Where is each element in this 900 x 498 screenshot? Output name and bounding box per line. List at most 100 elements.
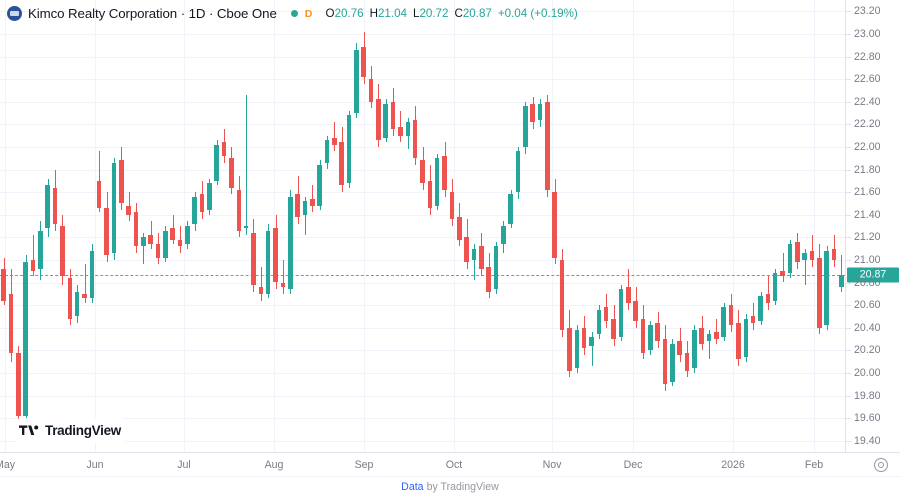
price-tick-label: 19.40 — [846, 434, 881, 447]
candle-body — [479, 246, 484, 269]
candle-body — [464, 237, 469, 263]
candle-body — [427, 180, 433, 208]
candle-body — [16, 352, 21, 416]
candle-body — [192, 196, 197, 224]
candle-body — [390, 101, 396, 129]
candle-body — [82, 293, 87, 299]
time-tick-label: Aug — [264, 459, 284, 471]
candle-wick — [312, 185, 313, 213]
candle-body — [317, 164, 322, 206]
candle-body — [530, 103, 535, 123]
candle-body — [405, 122, 411, 136]
open-label: O — [325, 7, 335, 20]
candle-body — [339, 142, 344, 186]
gridline-horizontal — [0, 11, 845, 13]
candle-body — [60, 226, 65, 276]
chart-header: Kimco Realty Corporation · 1D · Cboe One… — [0, 0, 900, 27]
candle-body — [750, 316, 756, 324]
candle-body — [780, 271, 785, 276]
candle-body — [310, 198, 315, 206]
candle-body — [471, 248, 477, 260]
price-tick-label: 20.80 — [846, 276, 881, 289]
candle-body — [170, 228, 175, 240]
time-tick-label: Dec — [623, 459, 643, 471]
candle-body — [23, 262, 28, 416]
candle-body — [302, 201, 308, 215]
data-link[interactable]: Data — [401, 481, 424, 493]
candle-body — [177, 239, 183, 247]
delay-badge[interactable]: D — [304, 7, 313, 20]
candle-body — [199, 194, 205, 213]
gridline-horizontal — [0, 327, 845, 329]
candle-wick — [812, 235, 813, 267]
gridline-horizontal — [0, 192, 845, 194]
candle-wick — [151, 221, 152, 249]
candle-body — [354, 49, 359, 113]
candle-body — [74, 291, 80, 317]
price-tick-label: 22.20 — [846, 118, 881, 131]
watermark-text: TradingView — [45, 423, 121, 438]
candle-body — [126, 205, 131, 215]
candle-body — [508, 194, 513, 224]
candle-wick — [334, 122, 335, 152]
candle-body — [133, 212, 139, 247]
candle-body — [758, 296, 763, 321]
candle-body — [662, 339, 668, 385]
candle-body — [376, 99, 381, 141]
close-value: 20.87 — [462, 7, 492, 20]
candle-body — [412, 119, 418, 159]
close-label: C — [454, 7, 463, 20]
symbol-title[interactable]: Kimco Realty Corporation · 1D · Cboe One — [28, 6, 277, 21]
candle-body — [670, 343, 675, 382]
candle-wick — [283, 259, 284, 294]
candle-body — [346, 115, 352, 184]
price-tick-label: 19.60 — [846, 412, 881, 425]
current-price-badge: 20.87 — [847, 267, 899, 283]
candle-body — [361, 47, 366, 77]
candle-body — [714, 332, 719, 339]
candle-wick — [474, 244, 475, 281]
candle-body — [368, 79, 374, 102]
time-tick-label: Oct — [445, 459, 463, 471]
candle-wick — [143, 232, 144, 265]
gridline-vertical — [5, 0, 6, 452]
candle-body — [207, 183, 212, 211]
candle-body — [559, 259, 565, 330]
candle-body — [603, 307, 609, 321]
footer-text: by TradingView — [426, 481, 499, 493]
candle-wick — [246, 94, 247, 236]
gridline-vertical — [814, 0, 815, 452]
candle-body — [67, 277, 73, 319]
candle-body — [765, 293, 771, 303]
candle-wick — [753, 302, 754, 330]
candle-body — [398, 126, 403, 136]
candle-body — [515, 151, 521, 193]
candle-body — [258, 287, 264, 294]
candle-wick — [592, 332, 593, 367]
chart-plot-area[interactable] — [0, 0, 845, 452]
candle-body — [699, 327, 704, 344]
time-tick-label: Feb — [804, 459, 824, 471]
candle-wick — [33, 235, 34, 276]
candle-body — [794, 241, 800, 263]
high-value: 21.04 — [377, 7, 407, 20]
candle-wick — [261, 266, 262, 301]
gridline-horizontal — [0, 33, 845, 35]
candle-body — [236, 189, 242, 231]
candle-body — [728, 305, 734, 326]
gridline-horizontal — [0, 79, 845, 81]
candle-body — [251, 232, 256, 285]
candle-body — [839, 274, 844, 287]
price-tick-label: 20.40 — [846, 321, 881, 334]
price-tick-label: 20.20 — [846, 344, 881, 357]
candle-body — [655, 323, 660, 342]
time-axis[interactable]: May Jun Jul Aug Sep Oct Nov Dec 2026 Feb — [0, 452, 900, 476]
candle-body — [434, 158, 440, 206]
gridline-vertical — [633, 0, 634, 452]
reset-crosshair-icon[interactable] — [874, 458, 888, 472]
gridline-horizontal — [0, 440, 845, 442]
candle-body — [486, 266, 491, 292]
price-axis[interactable]: 20.87 23.20 23.00 22.80 22.60 22.40 22.20 22.0… — [845, 0, 900, 452]
market-open-dot — [290, 10, 298, 17]
